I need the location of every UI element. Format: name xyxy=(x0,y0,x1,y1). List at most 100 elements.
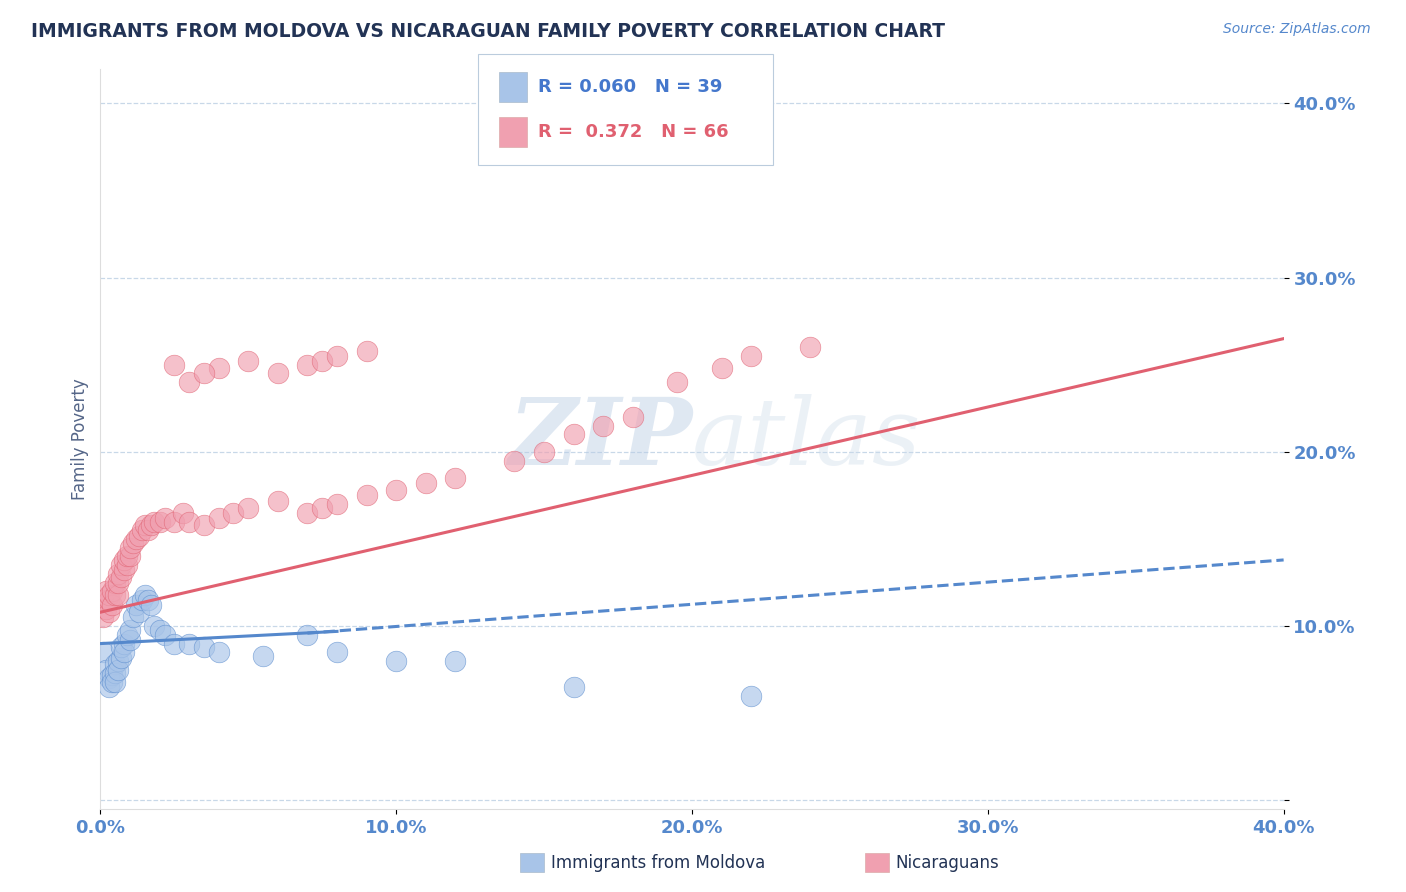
Point xyxy=(128,528,150,542)
Point xyxy=(110,650,132,665)
Point xyxy=(101,584,124,599)
Point xyxy=(104,674,127,689)
Point xyxy=(385,654,408,668)
Point xyxy=(148,623,170,637)
Point xyxy=(122,535,145,549)
Point xyxy=(112,553,135,567)
Point xyxy=(356,488,378,502)
Point xyxy=(163,637,186,651)
Point xyxy=(297,358,319,372)
Point xyxy=(98,680,121,694)
Point xyxy=(444,471,467,485)
Point xyxy=(134,588,156,602)
Point xyxy=(163,358,186,372)
Point xyxy=(710,361,733,376)
Point xyxy=(740,349,762,363)
Point xyxy=(104,575,127,590)
Point xyxy=(238,500,260,515)
Y-axis label: Family Poverty: Family Poverty xyxy=(72,378,89,500)
Text: ZIP: ZIP xyxy=(508,394,692,483)
Point xyxy=(193,518,215,533)
Point xyxy=(107,588,129,602)
Text: Source: ZipAtlas.com: Source: ZipAtlas.com xyxy=(1223,22,1371,37)
Point xyxy=(297,628,319,642)
Point xyxy=(98,588,121,602)
Point xyxy=(131,524,153,538)
Point xyxy=(107,654,129,668)
Point xyxy=(142,619,165,633)
Point xyxy=(326,349,349,363)
Point xyxy=(91,645,114,659)
Point xyxy=(104,657,127,672)
Point xyxy=(110,640,132,654)
Point xyxy=(101,674,124,689)
Point xyxy=(562,680,585,694)
Point xyxy=(118,623,141,637)
Point xyxy=(208,645,231,659)
Text: R = 0.060   N = 39: R = 0.060 N = 39 xyxy=(538,78,723,95)
Point xyxy=(592,418,614,433)
Point xyxy=(208,361,231,376)
Point xyxy=(98,672,121,686)
Point xyxy=(177,637,200,651)
Point xyxy=(110,570,132,584)
Text: Immigrants from Moldova: Immigrants from Moldova xyxy=(551,854,765,871)
Point xyxy=(356,343,378,358)
Point xyxy=(128,605,150,619)
Point xyxy=(326,645,349,659)
Point xyxy=(415,476,437,491)
Point xyxy=(91,610,114,624)
Point xyxy=(110,558,132,573)
Point xyxy=(134,518,156,533)
Point xyxy=(112,637,135,651)
Point xyxy=(142,515,165,529)
Point xyxy=(252,648,274,663)
Point xyxy=(125,599,148,613)
Point xyxy=(115,628,138,642)
Point xyxy=(311,500,333,515)
Point xyxy=(155,628,177,642)
Point xyxy=(208,511,231,525)
Point xyxy=(98,593,121,607)
Point xyxy=(177,375,200,389)
Point xyxy=(533,445,555,459)
Point xyxy=(112,645,135,659)
Point xyxy=(326,497,349,511)
Point xyxy=(91,593,114,607)
Point xyxy=(193,367,215,381)
Point xyxy=(139,599,162,613)
Point xyxy=(267,367,290,381)
Text: Nicaraguans: Nicaraguans xyxy=(896,854,1000,871)
Point xyxy=(122,610,145,624)
Point xyxy=(177,515,200,529)
Point xyxy=(104,588,127,602)
Point xyxy=(136,593,159,607)
Text: R =  0.372   N = 66: R = 0.372 N = 66 xyxy=(538,123,730,141)
Point xyxy=(444,654,467,668)
Point xyxy=(148,515,170,529)
Point xyxy=(101,599,124,613)
Point xyxy=(297,506,319,520)
Point xyxy=(562,427,585,442)
Point xyxy=(118,541,141,555)
Point xyxy=(115,558,138,573)
Point xyxy=(222,506,245,520)
Point xyxy=(118,633,141,648)
Point xyxy=(104,666,127,681)
Point xyxy=(385,483,408,498)
Text: IMMIGRANTS FROM MOLDOVA VS NICARAGUAN FAMILY POVERTY CORRELATION CHART: IMMIGRANTS FROM MOLDOVA VS NICARAGUAN FA… xyxy=(31,22,945,41)
Point xyxy=(172,506,194,520)
Point xyxy=(163,515,186,529)
Point xyxy=(107,575,129,590)
Point xyxy=(139,518,162,533)
Point xyxy=(267,493,290,508)
Point xyxy=(311,354,333,368)
Point xyxy=(96,601,118,615)
Point xyxy=(193,640,215,654)
Point xyxy=(112,563,135,577)
Point xyxy=(155,511,177,525)
Point xyxy=(125,532,148,546)
Point xyxy=(666,375,689,389)
Point xyxy=(503,453,526,467)
Text: atlas: atlas xyxy=(692,394,921,483)
